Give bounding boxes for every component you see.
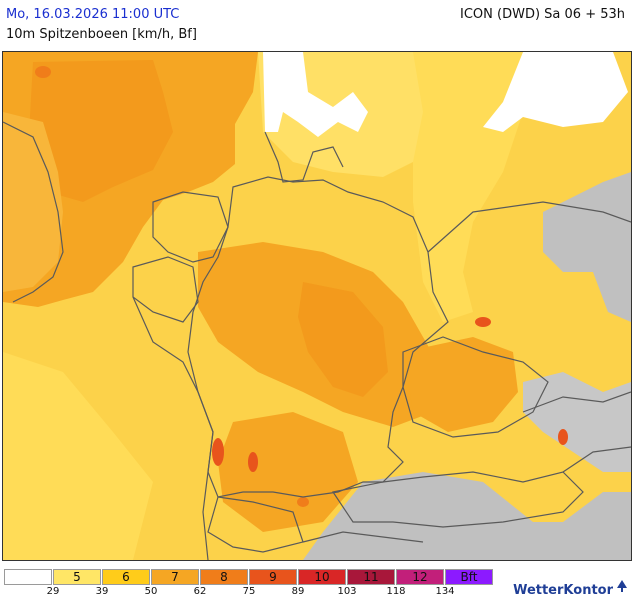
legend-bin-7: 7 bbox=[151, 569, 199, 585]
legend-tick: 118 bbox=[386, 586, 406, 597]
field-west-light bbox=[3, 352, 153, 560]
border-austria bbox=[332, 471, 584, 528]
legend-tick: 39 bbox=[95, 586, 109, 597]
field-czech bbox=[403, 337, 518, 432]
field-southeast-grey bbox=[523, 372, 631, 472]
legend-bin-10: 10 bbox=[298, 569, 346, 585]
hotspots bbox=[35, 66, 568, 507]
field-baltic-white bbox=[483, 52, 628, 132]
field-denmark-white bbox=[263, 52, 368, 137]
legend-tick: 103 bbox=[337, 586, 357, 597]
border-netherlands bbox=[152, 191, 229, 263]
field-north-sea-core bbox=[28, 60, 173, 202]
legend-tick: 89 bbox=[291, 586, 305, 597]
valid-time: Mo, 16.03.2026 11:00 UTC bbox=[6, 7, 180, 22]
parameter-label: 10m Spitzenboeen [km/h, Bf] bbox=[6, 27, 197, 42]
border-czech bbox=[402, 336, 549, 438]
gust-map[interactable] bbox=[2, 51, 632, 561]
legend-tick: 62 bbox=[193, 586, 207, 597]
legend-bin-8: 8 bbox=[200, 569, 248, 585]
field-east-grey bbox=[543, 172, 631, 322]
tree-logo-icon bbox=[617, 580, 627, 592]
model-run-label: ICON (DWD) Sa 06 + 53h bbox=[460, 7, 625, 22]
legend-tick: 134 bbox=[435, 586, 455, 597]
legend-bin-6: 6 bbox=[102, 569, 150, 585]
border-denmark bbox=[264, 131, 344, 183]
brand-wordmark: WetterKontor bbox=[513, 583, 613, 598]
border-slovakia bbox=[522, 391, 631, 413]
field-central-core bbox=[298, 282, 388, 397]
legend-bin-11: 11 bbox=[347, 569, 395, 585]
legend-bin-12: 12 bbox=[396, 569, 444, 585]
border-switzerland bbox=[207, 496, 304, 553]
border-hungary bbox=[562, 446, 631, 473]
legend-bin-calm bbox=[4, 569, 52, 585]
coast-uk bbox=[3, 121, 64, 303]
legend-tick: 75 bbox=[242, 586, 256, 597]
country-borders bbox=[3, 121, 631, 560]
border-belgium bbox=[132, 256, 199, 323]
border-italy bbox=[302, 531, 424, 543]
legend-bin-Bft: Bft bbox=[445, 569, 493, 585]
legend-bin-9: 9 bbox=[249, 569, 297, 585]
legend-bin-5: 5 bbox=[53, 569, 101, 585]
gust-map-canvas bbox=[3, 52, 631, 560]
border-france bbox=[132, 296, 214, 560]
legend-tick: 29 bbox=[46, 586, 60, 597]
field-south-grey bbox=[303, 472, 631, 560]
legend-tick: 50 bbox=[144, 586, 158, 597]
border-poland bbox=[427, 201, 631, 253]
field-uk-coast bbox=[3, 112, 63, 292]
